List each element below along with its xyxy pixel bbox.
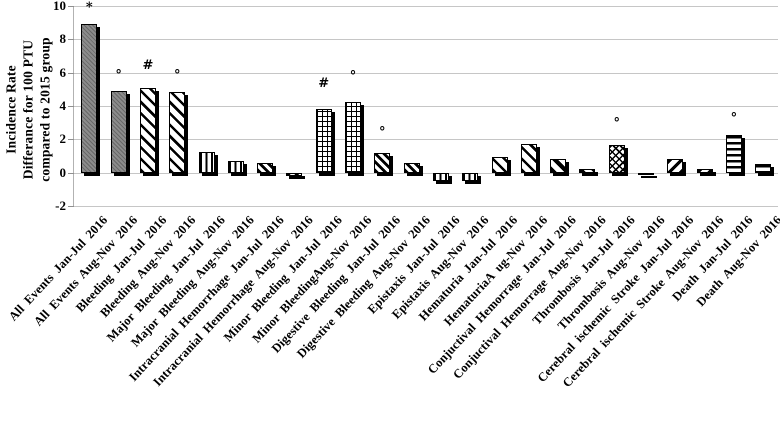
y-axis-tick xyxy=(68,139,74,141)
gridline xyxy=(74,206,778,207)
bar xyxy=(491,156,508,173)
gridline xyxy=(74,72,778,74)
bar xyxy=(608,145,625,173)
bar xyxy=(345,101,361,173)
gridline xyxy=(74,39,778,41)
significance-marker: # xyxy=(142,58,154,73)
significance-marker: ° xyxy=(730,111,738,127)
significance-marker: ° xyxy=(173,68,181,83)
bar xyxy=(403,162,420,173)
significance-marker: * xyxy=(85,0,93,15)
gridline xyxy=(74,6,778,7)
y-tick-label: 0 xyxy=(59,164,67,180)
bar xyxy=(432,172,449,181)
significance-marker: ° xyxy=(613,116,620,132)
y-axis-title-line-1: Incidence Rate xyxy=(3,65,19,154)
plot-area: * ° # ° # ° ° ° ° xyxy=(74,1,778,207)
y-axis-tick xyxy=(68,106,74,107)
bar xyxy=(139,87,156,173)
significance-marker: ° xyxy=(349,68,357,84)
significance-marker: # xyxy=(318,76,330,92)
bar xyxy=(696,168,713,173)
bar xyxy=(725,135,742,173)
bar xyxy=(257,162,274,173)
significance-marker: ° xyxy=(115,68,122,83)
y-tick-label: 4 xyxy=(59,98,67,113)
bar xyxy=(550,159,567,173)
y-tick-label: 6 xyxy=(59,64,67,80)
gridline xyxy=(74,139,778,141)
y-axis-tick xyxy=(68,72,74,74)
y-axis-tick xyxy=(68,6,74,7)
bar xyxy=(374,152,391,173)
bar xyxy=(81,24,98,173)
y-tick-label: -2 xyxy=(55,198,66,213)
y-tick-label: 2 xyxy=(59,131,67,147)
bar xyxy=(579,168,596,173)
bar xyxy=(198,151,215,173)
bar xyxy=(227,161,244,173)
bar xyxy=(667,159,684,173)
bar xyxy=(520,144,537,173)
y-axis-tick xyxy=(68,172,74,174)
y-tick-label: 10 xyxy=(53,0,66,13)
y-axis-tick xyxy=(68,206,74,207)
bar xyxy=(315,109,332,173)
bar xyxy=(462,172,479,181)
bar xyxy=(286,172,303,176)
bar xyxy=(110,91,127,173)
gridline xyxy=(74,106,778,107)
bar xyxy=(169,91,186,173)
bar xyxy=(755,164,772,173)
y-tick-label: 8 xyxy=(59,31,67,47)
gridline xyxy=(74,172,778,174)
y-axis-tick xyxy=(68,39,74,41)
bar xyxy=(638,172,654,176)
significance-marker: ° xyxy=(379,124,386,140)
